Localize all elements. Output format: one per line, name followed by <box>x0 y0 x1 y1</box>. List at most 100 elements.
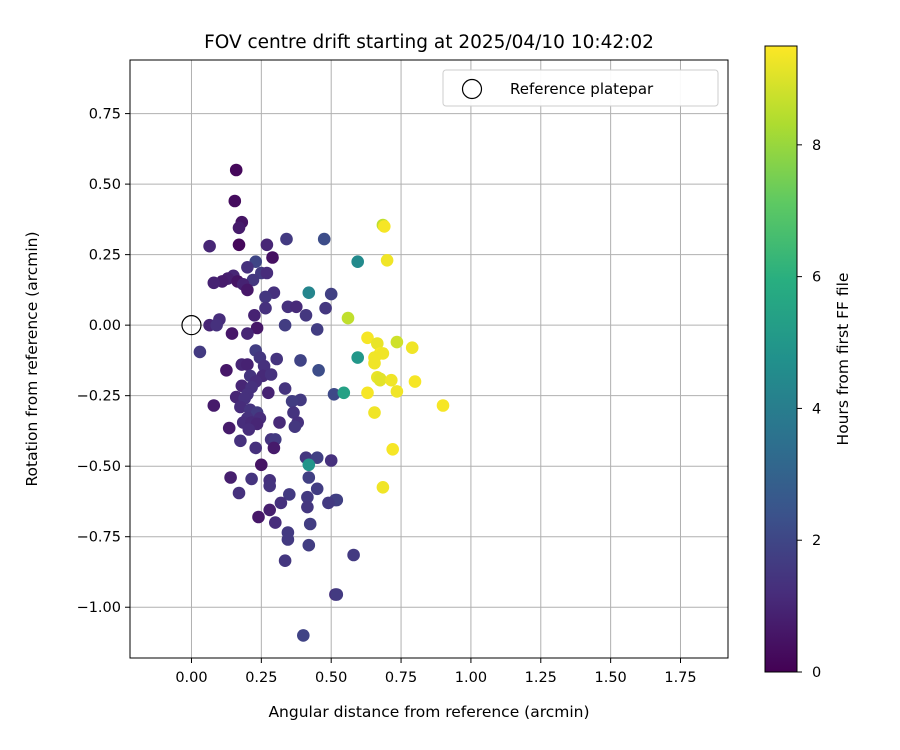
data-point <box>310 482 324 496</box>
data-point <box>232 221 246 235</box>
data-point <box>302 458 316 472</box>
x-tick-label: 1.00 <box>455 670 487 686</box>
data-point <box>264 368 278 381</box>
y-tick-label: −1.00 <box>77 600 121 616</box>
data-point <box>302 286 316 300</box>
x-tick-label: 0.75 <box>385 670 417 686</box>
data-point <box>241 327 254 340</box>
data-point <box>297 629 310 642</box>
legend-marker <box>461 78 483 100</box>
data-point <box>254 458 268 472</box>
data-point <box>260 238 274 252</box>
legend: Reference platepar <box>442 69 719 107</box>
chart-title: FOV centre drift starting at 2025/04/10 … <box>204 32 654 53</box>
data-point <box>210 318 223 332</box>
data-point <box>361 331 374 345</box>
data-point <box>347 548 360 562</box>
data-point <box>376 481 390 494</box>
data-point <box>299 309 313 322</box>
data-point <box>250 321 264 335</box>
data-point <box>232 238 246 252</box>
data-point <box>246 273 260 287</box>
y-axis-ticks: 0.75 0.50 0.25 0.00 −0.25 −0.50 −0.75 −1.00 <box>77 107 130 616</box>
data-point <box>234 434 247 448</box>
data-point <box>303 517 317 531</box>
data-point <box>302 538 316 552</box>
data-points <box>193 163 450 642</box>
data-point <box>283 488 296 501</box>
data-point <box>274 496 288 510</box>
data-point <box>351 255 365 268</box>
y-axis-label: Rotation from reference (arcmin) <box>23 231 41 486</box>
data-point <box>302 471 316 484</box>
y-tick-label: 0.25 <box>89 248 121 264</box>
data-point <box>368 406 381 419</box>
data-point <box>242 423 256 436</box>
data-point <box>290 300 303 314</box>
colorbar-gradient <box>764 45 798 673</box>
data-point <box>203 239 216 253</box>
data-point <box>207 276 221 290</box>
data-point <box>229 163 243 177</box>
legend-box <box>442 69 719 107</box>
data-point <box>330 588 344 601</box>
x-tick-label: 0.25 <box>245 670 277 686</box>
data-point <box>278 318 292 332</box>
x-tick-label: 0.00 <box>175 670 207 686</box>
data-point <box>228 194 242 208</box>
data-point <box>249 441 262 455</box>
data-point <box>241 261 254 274</box>
data-point <box>267 441 281 455</box>
colorbar-tick-label: 6 <box>812 270 821 286</box>
data-point <box>269 516 282 529</box>
y-tick-label: −0.75 <box>77 530 121 546</box>
legend-label: Reference platepar <box>510 80 654 98</box>
y-tick-label: 0.75 <box>89 107 121 123</box>
data-point <box>259 301 272 315</box>
x-axis-ticks: 0.00 0.25 0.50 0.75 1.00 1.25 1.50 1.75 <box>175 658 697 686</box>
data-point <box>390 335 404 349</box>
data-point <box>324 287 338 301</box>
data-point <box>220 364 233 377</box>
plot-area <box>130 60 728 658</box>
data-point <box>317 232 331 246</box>
data-point <box>371 337 384 350</box>
data-point <box>225 327 239 340</box>
y-tick-label: 0.00 <box>89 318 121 334</box>
data-point <box>260 266 274 280</box>
colorbar-tick-label: 8 <box>812 138 821 154</box>
data-point <box>351 351 365 364</box>
colorbar-tick-label: 4 <box>812 401 821 417</box>
data-point <box>207 399 221 412</box>
data-point <box>380 253 394 267</box>
data-point <box>252 510 265 524</box>
colorbar: 0 2 4 6 8 Hours from first FF file <box>764 45 852 681</box>
y-tick-label: −0.25 <box>77 389 121 405</box>
x-tick-label: 1.50 <box>594 670 626 686</box>
data-point <box>294 354 307 367</box>
data-point <box>278 554 292 567</box>
data-point <box>193 345 207 359</box>
data-point <box>324 454 338 467</box>
y-tick-label: 0.50 <box>89 177 121 193</box>
data-point <box>287 406 300 419</box>
data-point <box>248 309 261 322</box>
data-point <box>232 486 246 500</box>
data-point <box>405 341 419 355</box>
x-axis-label: Angular distance from reference (arcmin) <box>268 703 589 721</box>
grid-lines <box>130 60 728 658</box>
data-point <box>373 373 387 387</box>
data-point <box>301 490 314 504</box>
data-point <box>241 358 254 371</box>
data-point <box>436 399 450 412</box>
data-point <box>322 496 335 510</box>
data-point <box>262 386 275 400</box>
data-point <box>385 373 398 387</box>
data-point <box>341 311 355 325</box>
data-point <box>222 421 236 435</box>
data-point <box>361 386 374 400</box>
data-point <box>241 283 254 297</box>
data-point <box>285 395 299 408</box>
data-point <box>368 356 381 370</box>
